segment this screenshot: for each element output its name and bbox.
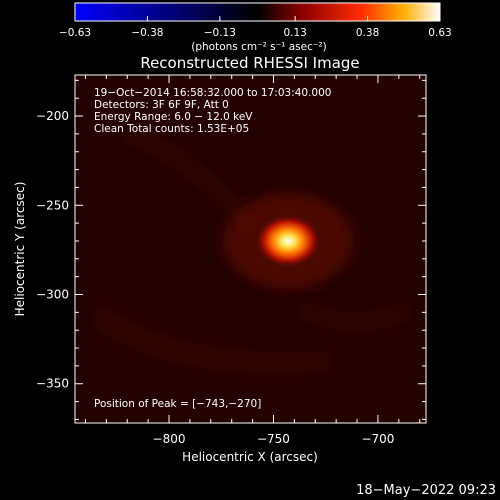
peak-position-label: Position of Peak = [−743,−270] (94, 398, 261, 410)
y-tick-label: −350 (36, 377, 69, 391)
colorbar-tick-label: 0.63 (428, 27, 451, 39)
plot-area (74, 74, 427, 424)
colorbar-tick-label: 0.13 (283, 27, 306, 39)
x-axis-label: Heliocentric X (arcsec) (182, 450, 318, 464)
colorbar-ticks: −0.63 −0.38 −0.13 0.13 0.38 0.63 (59, 16, 452, 39)
info-line-clean: Clean Total counts: 1.53E+05 (94, 123, 249, 135)
colorbar-tick-label: −0.63 (59, 27, 91, 39)
colorbar-unit-label: (photons cm⁻² s⁻¹ asec⁻²) (191, 41, 326, 53)
colorbar-tick-label: 0.38 (356, 27, 379, 39)
chart-title: Reconstructed RHESSI Image (140, 54, 359, 72)
y-tick-label: −250 (36, 198, 69, 212)
y-tick-label: −200 (36, 109, 69, 123)
colorbar-tick-label: −0.13 (204, 27, 236, 39)
info-line-energy: Energy Range: 6.0 − 12.0 keV (94, 111, 253, 123)
x-axis: −800 −750 −700 (84, 75, 421, 446)
y-axis-label: Heliocentric Y (arcsec) (13, 182, 27, 317)
source-peak (254, 213, 322, 269)
x-tick-label: −750 (257, 432, 290, 446)
info-block: 19−Oct−2014 16:58:32.000 to 17:03:40.000… (94, 87, 331, 135)
info-line-detectors: Detectors: 3F 6F 9F, Att 0 (94, 99, 229, 111)
y-axis: −200 −250 −300 −350 (36, 79, 426, 420)
plot-frame (74, 74, 427, 424)
x-tick-label: −800 (153, 432, 186, 446)
colorbar-tick-label: −0.38 (131, 27, 163, 39)
y-tick-label: −300 (36, 288, 69, 302)
colorbar (74, 2, 441, 22)
footer-timestamp: 18−May−2022 09:23 (356, 483, 496, 498)
info-line-time: 19−Oct−2014 16:58:32.000 to 17:03:40.000 (94, 87, 331, 99)
x-tick-label: −700 (361, 432, 394, 446)
